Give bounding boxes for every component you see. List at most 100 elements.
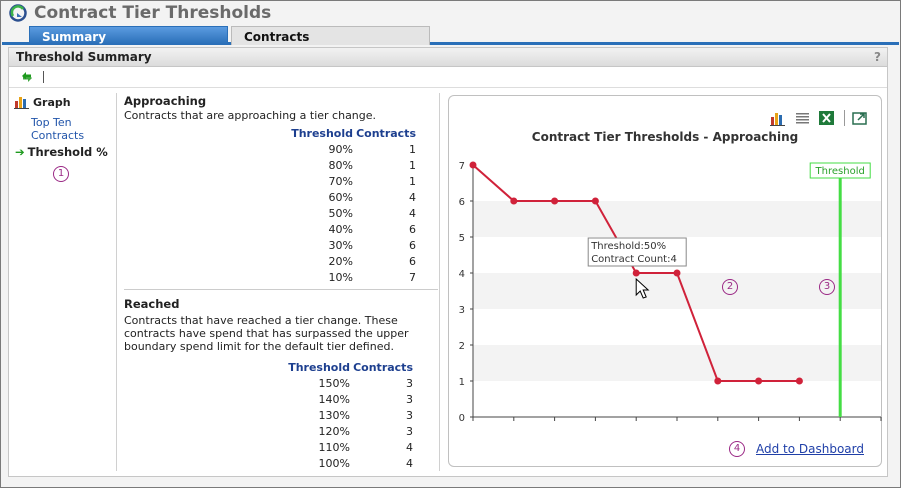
panel-title: Threshold Summary	[16, 50, 152, 64]
threshold-cell: 80%	[328, 158, 353, 172]
excel-export-icon[interactable]	[818, 110, 836, 126]
toolbar-separator	[43, 71, 44, 83]
chart-card: Contract Tier Thresholds - Approaching 0…	[448, 95, 882, 467]
tooltip-box	[587, 237, 687, 267]
nav-item-top-ten-contracts[interactable]: Top Ten Contracts	[31, 116, 85, 142]
callout-marker: 2	[722, 279, 738, 295]
nav-graph-heading: Graph	[14, 95, 71, 109]
table-row: 80% 1	[288, 157, 418, 173]
threshold-cell: 90%	[328, 142, 353, 156]
popout-icon[interactable]	[851, 110, 869, 126]
data-point	[755, 377, 763, 385]
threshold-cell: 40%	[328, 222, 353, 236]
reached-rows: 150% 3 140% 3 130% 3 120% 3 110% 4 100% 4	[285, 375, 415, 471]
approaching-title: Approaching	[124, 94, 207, 108]
data-point	[795, 377, 803, 385]
y-tick-label: 4	[459, 269, 465, 280]
y-tick-label: 0	[459, 413, 465, 421]
tab-summary[interactable]: Summary	[29, 26, 228, 45]
y-tick-label: 2	[459, 341, 465, 352]
tooltip-line: Threshold:50%	[590, 241, 666, 252]
threshold-cell: 50%	[328, 206, 353, 220]
table-row: 110% 4	[285, 439, 415, 455]
threshold-cell: 20%	[328, 254, 353, 268]
help-icon[interactable]: ?	[874, 50, 881, 64]
reached-title: Reached	[124, 297, 180, 311]
table-row: 120% 3	[285, 423, 415, 439]
threshold-cell: 140%	[318, 392, 350, 406]
approaching-rows: 90% 1 80% 1 70% 1 60% 4 50% 4 40% 6 30% 6 20% 6 10% 7	[288, 141, 418, 285]
contracts-cell: 4	[406, 456, 413, 470]
tab-contracts[interactable]: Contracts	[231, 26, 430, 45]
contracts-cell: 6	[409, 238, 416, 252]
table-row: 90% 1	[288, 141, 418, 157]
contracts-cell: 1	[409, 174, 416, 188]
tab-bar: Summary Contracts	[2, 25, 899, 45]
view-nav: Graph Top Ten Contracts ➔ Threshold % 1	[9, 93, 117, 471]
tooltip-line: Contract Count:4	[591, 254, 677, 265]
contracts-cell: 4	[409, 190, 416, 204]
y-tick-label: 5	[459, 233, 465, 244]
data-point	[551, 197, 559, 205]
threshold-cell: 30%	[328, 238, 353, 252]
grid-band	[473, 345, 881, 381]
table-row: 70% 1	[288, 173, 418, 189]
refresh-icon[interactable]	[19, 70, 35, 84]
toolbar-separator	[843, 110, 845, 126]
contracts-cell: 1	[409, 142, 416, 156]
data-point	[632, 269, 640, 277]
app-header: Contract Tier Thresholds	[2, 2, 899, 24]
chart-title: Contract Tier Thresholds - Approaching	[531, 130, 799, 144]
contracts-cell: 3	[406, 376, 413, 390]
approaching-description: Contracts that are approaching a tier ch…	[124, 109, 377, 122]
mouse-cursor-icon	[635, 277, 650, 299]
section-divider	[124, 289, 438, 290]
chart-toolbar	[766, 110, 869, 128]
data-point	[714, 377, 722, 385]
contracts-cell: 3	[406, 408, 413, 422]
y-tick-label: 6	[459, 197, 465, 208]
callout-marker: 3	[819, 279, 835, 295]
table-view-icon[interactable]	[794, 110, 812, 126]
threshold-cell: 120%	[318, 424, 350, 438]
line-chart: 0123456710%20%30%40%50%60%70%80%90%100%1…	[459, 161, 882, 421]
app-logo-icon	[9, 4, 27, 22]
nav-item-label: Threshold %	[27, 145, 108, 159]
contracts-cell: 3	[406, 424, 413, 438]
panel-header: Threshold Summary ?	[9, 48, 887, 67]
contracts-cell: 6	[409, 254, 416, 268]
table-row: 60% 4	[288, 189, 418, 205]
reached-table: Threshold Contracts 150% 3 140% 3 130% 3 120% 3…	[285, 359, 415, 471]
data-point	[591, 197, 599, 205]
y-tick-label: 7	[459, 161, 465, 172]
data-point	[510, 197, 518, 205]
y-tick-label: 1	[459, 377, 465, 388]
add-to-dashboard-link[interactable]: Add to Dashboard	[755, 442, 864, 456]
threshold-cell: 100%	[318, 456, 350, 470]
threshold-cell: 70%	[328, 174, 353, 188]
callout-marker: 4	[729, 441, 745, 457]
col-header-threshold: Threshold	[288, 360, 350, 374]
contracts-cell: 1	[409, 158, 416, 172]
contracts-cell: 7	[409, 270, 416, 284]
y-tick-label: 3	[459, 305, 465, 316]
threshold-cell: 130%	[318, 408, 350, 422]
nav-graph-label: Graph	[33, 96, 71, 109]
bar-chart-icon[interactable]	[769, 110, 787, 126]
grid-band	[473, 201, 881, 237]
arrow-right-icon: ➔	[15, 145, 25, 159]
table-row: 130% 3	[285, 407, 415, 423]
data-point	[469, 161, 477, 169]
table-row: 150% 3	[285, 375, 415, 391]
reached-description: Contracts that have reached a tier chang…	[124, 314, 409, 353]
threshold-cell: 150%	[318, 376, 350, 390]
nav-item-threshold-percent[interactable]: ➔ Threshold %	[15, 145, 108, 159]
threshold-cell: 110%	[318, 440, 350, 454]
data-point	[673, 269, 681, 277]
threshold-cell: 60%	[328, 190, 353, 204]
table-row: 40% 6	[288, 221, 418, 237]
table-row: 10% 7	[288, 269, 418, 285]
page-title: Contract Tier Thresholds	[34, 3, 272, 23]
table-row: 140% 3	[285, 391, 415, 407]
grid-band	[473, 273, 881, 309]
